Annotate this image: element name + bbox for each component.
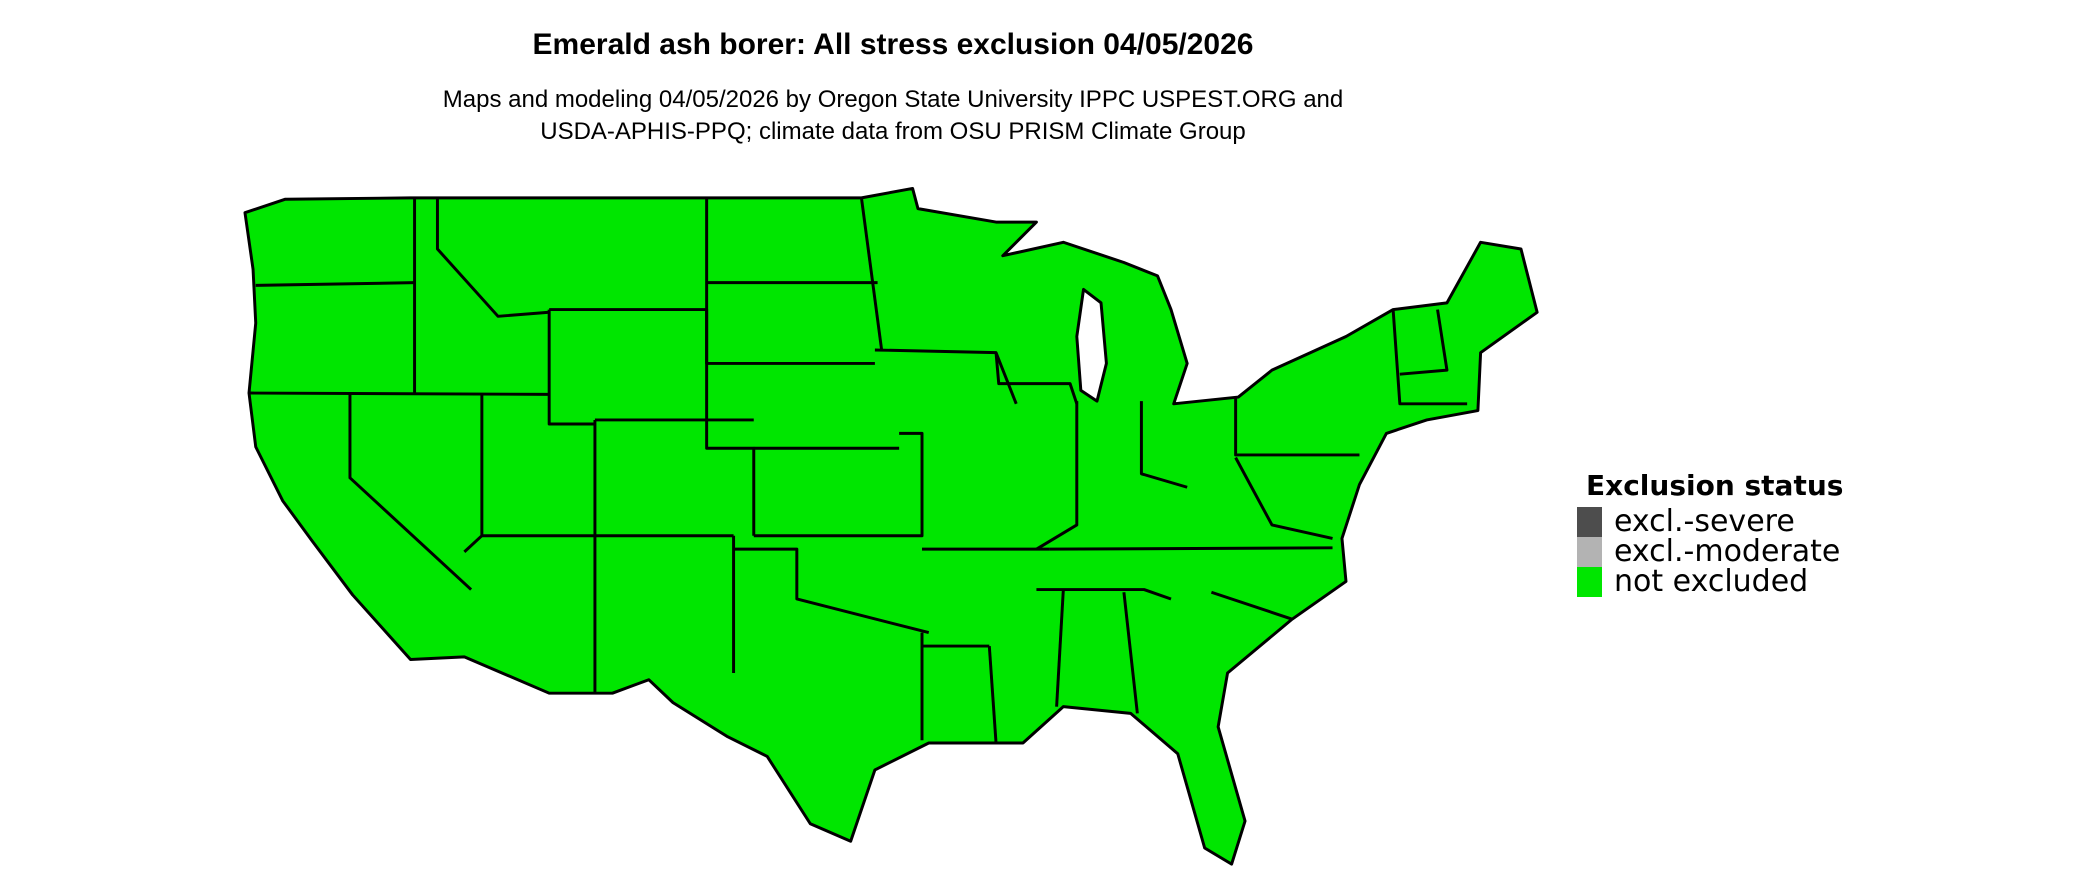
legend-label: not excluded [1614, 564, 1809, 599]
legend-swatch-not-excluded [1577, 567, 1602, 597]
legend-item-not-excluded: not excluded [1577, 567, 1808, 597]
legend-swatch-moderate [1577, 537, 1602, 567]
legend-label: excl.-severe [1614, 504, 1795, 539]
subtitle-line-1: Maps and modeling 04/05/2026 by Oregon S… [442, 86, 1344, 113]
legend-swatch-severe [1577, 507, 1602, 537]
subtitle-line-2: USDA-APHIS-PPQ; climate data from OSU PR… [540, 118, 1246, 145]
lake-michigan [1075, 287, 1108, 403]
legend-item-severe: excl.-severe [1577, 507, 1795, 537]
state-borders [250, 197, 1468, 744]
us-outline [243, 186, 1539, 866]
legend-title: Exclusion status [1586, 469, 1844, 502]
legend-item-moderate: excl.-moderate [1577, 537, 1840, 567]
legend-label: excl.-moderate [1614, 534, 1841, 569]
map-title: Emerald ash borer: All stress exclusion … [532, 28, 1254, 61]
